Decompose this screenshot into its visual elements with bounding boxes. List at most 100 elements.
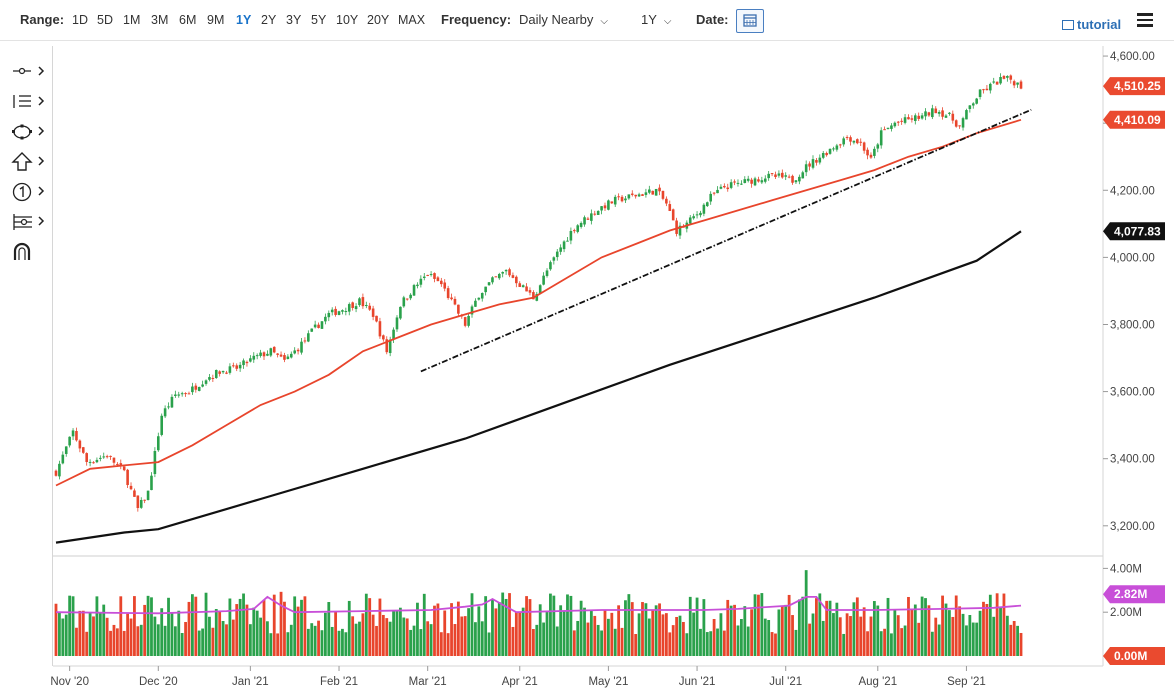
volume-bar [791,615,794,656]
volume-bar [579,600,583,656]
volume-bar [736,625,740,656]
candle-down [511,275,515,278]
frequency-select[interactable]: Daily Nearby ⌵ [519,12,608,27]
volume-bar [930,631,934,656]
indicator-tool[interactable] [10,212,50,236]
volume-bar [610,612,614,656]
candle-down [774,174,777,178]
price-tick-label: 3,400.00 [1110,454,1155,466]
period-select[interactable]: 1Y ⌵ [641,12,672,27]
candle-up [150,475,153,491]
candle-up [678,225,682,236]
magnet-tool[interactable] [10,242,50,266]
chart-area[interactable]: 3,200.00 3,400.00 3,600.00 3,800.00 4,000.00… [50,46,1165,688]
range-3y[interactable]: 3Y [286,13,302,27]
candle-down [665,198,668,204]
candle-down [78,440,82,449]
tutorial-link[interactable]: tutorial [1062,17,1121,32]
price-tick-label: 4,000.00 [1110,252,1155,264]
candle-down [378,321,382,337]
range-10y[interactable]: 10Y [336,13,359,27]
range-6m[interactable]: 6M [179,13,197,27]
candle-down [262,352,266,357]
price-tick-label: 3,600.00 [1110,387,1155,399]
candle-up [197,386,201,391]
arrow-tool-icon [11,152,45,171]
candle-down [112,457,116,463]
candle-up [798,176,801,182]
candle-up [307,333,310,342]
volume-badge: 2.82M [1103,585,1165,604]
candle-up [214,369,218,379]
fib-tool[interactable] [10,92,50,116]
candle-down [941,110,944,117]
volume-bar [330,626,334,656]
volume-bar [412,625,416,656]
line-tool-icon [13,66,45,76]
candle-up [409,294,412,299]
volume-bar [661,614,665,656]
candle-down [194,385,198,390]
range-1m[interactable]: 1M [123,13,141,27]
volume-bar [235,604,239,656]
hamburger-menu-icon[interactable] [1137,13,1153,27]
candle-down [385,339,389,353]
volume-bar [695,597,699,656]
volume-bar [242,593,245,656]
volume-bar [252,607,256,656]
candle-down [586,218,590,220]
candle-down [825,153,828,156]
candle-down [518,283,522,287]
candle-up [474,300,477,307]
volume-bar [535,624,539,656]
candle-down [856,139,859,144]
range-1d[interactable]: 1D [72,13,88,27]
candle-up [422,276,426,278]
candle-up [760,180,764,183]
volume-bar [944,603,948,656]
range-2y[interactable]: 2Y [261,13,277,27]
range-5d[interactable]: 5D [97,13,113,27]
volume-bar [1019,632,1023,656]
candle-up [102,456,106,458]
shape-tool[interactable] [10,122,50,146]
candle-up [842,138,845,145]
volume-bar [821,620,825,656]
range-max[interactable]: MAX [398,13,426,27]
candle-up [259,352,262,356]
volume-bar [433,605,436,656]
candle-down [791,175,794,183]
range-1y[interactable]: 1Y [236,13,252,27]
candle-up [920,115,924,119]
volume-bar [838,617,842,656]
volume-bar [528,599,532,656]
volume-bar [266,621,269,656]
candle-up [549,262,552,270]
range-9m[interactable]: 9M [207,13,225,27]
candle-down [225,372,228,374]
range-3m[interactable]: 3M [151,13,169,27]
arrow-tool[interactable] [10,152,50,176]
candle-down [218,371,221,374]
candle-down [726,187,730,190]
line-tool[interactable] [10,62,50,86]
chevron-down-icon: ⌵ [663,16,672,27]
candle-down [109,455,112,457]
number-marker-tool[interactable] [10,182,50,206]
volume-bar [617,605,621,656]
candle-up [576,225,580,232]
volume-bar [620,627,624,656]
volume-bar [678,615,682,656]
volume-bar [842,633,846,656]
volume-bar [702,599,706,656]
candle-down [907,117,910,120]
candle-up [293,350,296,354]
volume-bar [88,612,92,656]
candle-up [913,115,917,121]
candle-up [879,130,883,146]
candle-down [126,469,129,486]
range-5y[interactable]: 5Y [311,13,327,27]
volume-bar [559,605,563,656]
range-20y[interactable]: 20Y [367,13,390,27]
date-picker-button[interactable] [736,9,764,33]
